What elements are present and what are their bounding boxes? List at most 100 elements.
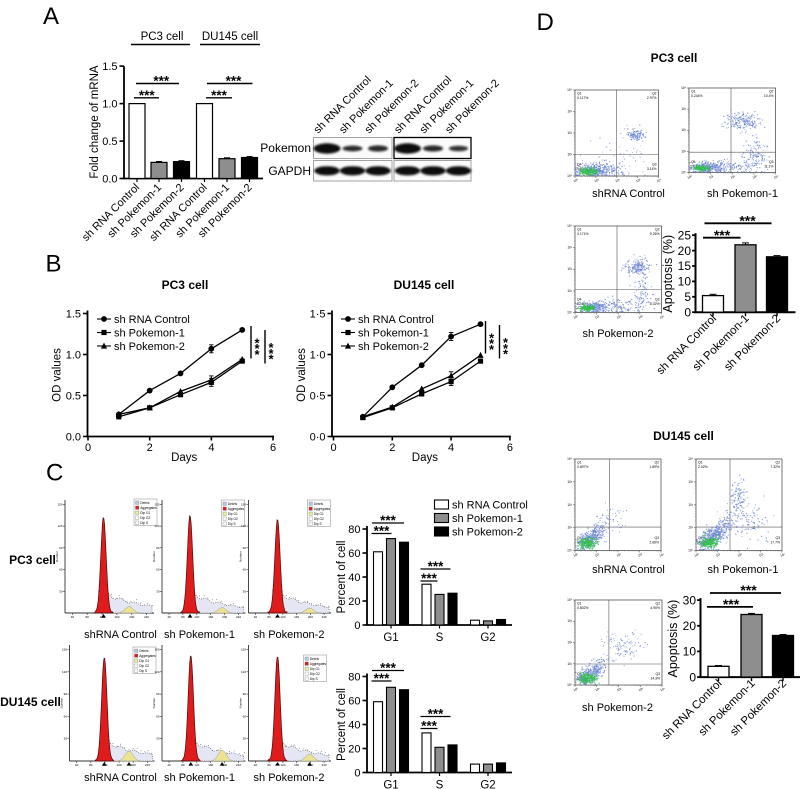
- svg-text:Q3: Q3: [652, 163, 657, 167]
- svg-text:Q1: Q1: [698, 461, 703, 465]
- svg-text:20: 20: [348, 596, 360, 608]
- svg-text:***: ***: [374, 671, 391, 686]
- svg-text:Number: Number: [239, 551, 243, 562]
- svg-text:10¹: 10¹: [681, 149, 686, 153]
- svg-text:Aggregates: Aggregates: [228, 507, 245, 511]
- svg-text:Percent of cell: Percent of cell: [336, 688, 348, 761]
- svg-text:Q3: Q3: [655, 298, 660, 302]
- svg-text:200: 200: [129, 615, 134, 619]
- svg-text:sh Pokemon-1: sh Pokemon-1: [358, 328, 429, 340]
- svg-text:Dip G1: Dip G1: [139, 659, 149, 663]
- svg-text:10⁴: 10⁴: [567, 457, 573, 461]
- svg-text:80: 80: [267, 615, 271, 619]
- svg-text:Dip G1: Dip G1: [314, 512, 324, 516]
- svg-text:PC3 cell: PC3 cell: [651, 51, 698, 65]
- svg-text:0·0: 0·0: [310, 431, 326, 443]
- svg-text:10⁰: 10⁰: [688, 549, 694, 553]
- svg-text:80: 80: [86, 615, 90, 619]
- svg-text:***: ***: [139, 88, 156, 103]
- svg-text:200: 200: [131, 763, 136, 767]
- svg-text:40: 40: [71, 615, 75, 619]
- svg-text:6: 6: [270, 442, 276, 454]
- svg-text:150: 150: [57, 502, 62, 506]
- svg-text:0.897%: 0.897%: [577, 465, 589, 469]
- svg-text:10²: 10²: [616, 314, 622, 319]
- svg-text:4: 4: [448, 442, 454, 454]
- svg-text:2: 2: [389, 442, 395, 454]
- svg-text:Debris: Debris: [139, 649, 149, 653]
- svg-text:10¹: 10¹: [688, 526, 693, 530]
- svg-text:150: 150: [154, 502, 159, 506]
- svg-text:8.02%: 8.02%: [650, 302, 660, 306]
- svg-text:80: 80: [181, 763, 185, 767]
- svg-text:80: 80: [348, 524, 360, 536]
- svg-text:Q1: Q1: [577, 92, 582, 96]
- svg-text:shRNA Control: shRNA Control: [84, 629, 157, 641]
- svg-text:sh RNA Control: sh RNA Control: [114, 314, 190, 326]
- svg-text:120: 120: [241, 524, 246, 528]
- svg-text:10³: 10³: [637, 552, 643, 557]
- svg-text:Q4: Q4: [698, 536, 703, 540]
- svg-text:4: 4: [208, 442, 214, 454]
- svg-text:*: *: [268, 340, 274, 355]
- svg-text:90: 90: [243, 692, 247, 696]
- svg-text:10⁴: 10⁴: [567, 224, 573, 228]
- svg-text:***: ***: [421, 571, 438, 586]
- svg-text:*: *: [503, 341, 509, 356]
- svg-text:60: 60: [156, 568, 160, 572]
- svg-text:1.5: 1.5: [66, 308, 81, 320]
- svg-text:Q4: Q4: [577, 298, 582, 302]
- svg-text:sh Pokemon-2: sh Pokemon-2: [452, 527, 523, 539]
- svg-text:7.32%: 7.32%: [770, 465, 780, 469]
- svg-text:10¹: 10¹: [708, 174, 714, 179]
- svg-text:Aggregates: Aggregates: [310, 662, 327, 666]
- svg-text:240: 240: [145, 763, 150, 767]
- svg-text:***: ***: [380, 513, 397, 528]
- svg-text:120: 120: [154, 524, 159, 528]
- svg-text:10⁰: 10⁰: [681, 171, 687, 175]
- svg-text:***: ***: [226, 74, 243, 89]
- svg-text:10¹: 10¹: [595, 687, 601, 692]
- svg-text:*: *: [489, 331, 495, 346]
- svg-text:10¹: 10¹: [594, 178, 600, 183]
- svg-text:DU145 cell: DU145 cell: [202, 31, 258, 43]
- svg-text:OD values: OD values: [52, 348, 64, 402]
- svg-text:10⁴: 10⁴: [659, 314, 666, 320]
- svg-text:10³: 10³: [567, 110, 572, 114]
- svg-text:10⁰: 10⁰: [567, 174, 573, 178]
- svg-text:0.244%: 0.244%: [691, 94, 703, 98]
- svg-text:Dip G2: Dip G2: [140, 516, 150, 520]
- svg-text:1.89%: 1.89%: [649, 465, 659, 469]
- svg-text:30: 30: [59, 589, 63, 593]
- svg-text:Number: Number: [55, 551, 59, 562]
- svg-text:10²: 10²: [567, 267, 572, 271]
- svg-text:GAPDH: GAPDH: [268, 164, 311, 178]
- svg-text:0.5: 0.5: [102, 136, 117, 148]
- svg-text:Q3: Q3: [654, 536, 659, 540]
- svg-text:C: C: [46, 460, 63, 487]
- svg-text:2.02%: 2.02%: [698, 465, 708, 469]
- svg-text:Dip G2: Dip G2: [310, 672, 320, 676]
- svg-text:sh Pokemon-1: sh Pokemon-1: [114, 328, 185, 340]
- svg-text:80: 80: [89, 763, 93, 767]
- svg-text:G2: G2: [480, 632, 495, 644]
- svg-text:240: 240: [322, 763, 327, 767]
- svg-text:20: 20: [348, 743, 360, 755]
- svg-text:30: 30: [64, 737, 68, 741]
- svg-text:40: 40: [254, 763, 258, 767]
- svg-text:***: ***: [374, 524, 391, 539]
- svg-text:11.1%: 11.1%: [764, 165, 773, 169]
- svg-text:10³: 10³: [758, 552, 764, 557]
- svg-text:Q2: Q2: [655, 228, 660, 232]
- svg-text:Q1: Q1: [577, 461, 582, 465]
- svg-text:Q2: Q2: [654, 461, 659, 465]
- svg-text:60: 60: [64, 714, 68, 718]
- svg-text:10²: 10²: [681, 128, 686, 132]
- svg-text:90: 90: [156, 692, 160, 696]
- svg-text:Q4: Q4: [691, 160, 696, 164]
- svg-text:Dip S: Dip S: [314, 522, 322, 526]
- svg-text:90: 90: [156, 546, 160, 550]
- svg-text:10⁰: 10⁰: [573, 687, 580, 693]
- svg-text:90: 90: [59, 546, 63, 550]
- svg-text:10²: 10²: [730, 174, 736, 179]
